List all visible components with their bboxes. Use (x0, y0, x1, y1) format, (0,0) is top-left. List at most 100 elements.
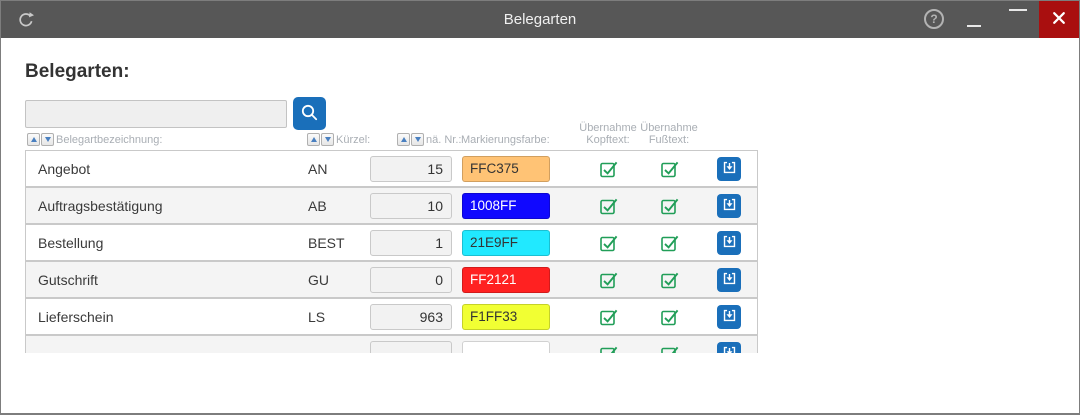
content-area: Belegarten: Belegartbezeichnung: (1, 38, 1079, 413)
search-icon (300, 103, 319, 125)
row-name: Bestellung (38, 234, 104, 251)
table-row: Gutschrift GU (25, 261, 758, 298)
kopftext-checkbox[interactable] (599, 307, 619, 327)
fusstext-checkbox[interactable] (660, 344, 680, 353)
fusstext-cell (652, 307, 688, 327)
sort-desc-icon[interactable] (41, 133, 54, 146)
kopftext-checkbox[interactable] (599, 344, 619, 353)
table-row (25, 335, 758, 353)
kopftext-cell (566, 196, 652, 216)
page-title: Belegarten: (25, 61, 130, 82)
color-code-input[interactable] (462, 266, 550, 293)
color-cell (454, 303, 566, 330)
sort-asc-icon[interactable] (397, 133, 410, 146)
color-cell (454, 192, 566, 219)
apply-row-button[interactable] (717, 156, 741, 181)
header-uebernahme-kopftext: Übernahme Kopftext: (579, 122, 637, 146)
fusstext-checkbox[interactable] (660, 270, 680, 290)
search-input[interactable] (25, 100, 287, 128)
fusstext-checkbox[interactable] (660, 196, 680, 216)
close-button[interactable] (1039, 1, 1079, 38)
color-code-input[interactable] (462, 192, 550, 219)
search-button[interactable] (293, 97, 326, 130)
color-cell (454, 155, 566, 182)
next-number-input[interactable] (370, 192, 452, 219)
table-header: Belegartbezeichnung: Kürzel: nä. Nr.: Ma… (25, 122, 758, 148)
fusstext-cell (652, 270, 688, 290)
table-row: Auftragsbestätigung AB (25, 187, 758, 224)
color-cell (454, 229, 566, 256)
fusstext-checkbox[interactable] (660, 159, 680, 179)
apply-row-button[interactable] (717, 230, 741, 255)
header-naechste-nr: nä. Nr.: (426, 133, 462, 146)
sort-asc-icon[interactable] (307, 133, 320, 146)
next-number-cell (368, 340, 454, 353)
window-title: Belegarten (503, 11, 577, 28)
next-number-input[interactable] (370, 266, 452, 293)
data-table: Angebot AN (25, 150, 758, 353)
fusstext-cell (652, 196, 688, 216)
table-row: Lieferschein LS (25, 298, 758, 335)
next-number-input[interactable] (370, 155, 452, 182)
next-number-cell (368, 192, 454, 219)
kopftext-cell (566, 344, 652, 353)
kopftext-cell (566, 233, 652, 253)
kopftext-checkbox[interactable] (599, 233, 619, 253)
maximize-icon[interactable] (1009, 9, 1027, 11)
row-code: GU (308, 271, 329, 288)
kopftext-cell (566, 159, 652, 179)
fusstext-checkbox[interactable] (660, 233, 680, 253)
row-code: LS (308, 308, 326, 325)
minimize-icon[interactable] (967, 25, 981, 27)
fusstext-cell (652, 233, 688, 253)
next-number-input[interactable] (370, 229, 452, 256)
kopftext-checkbox[interactable] (599, 270, 619, 290)
sort-asc-icon[interactable] (27, 133, 40, 146)
row-name: Angebot (38, 160, 91, 177)
apply-row-button[interactable] (717, 193, 741, 218)
header-belegartbezeichnung: Belegartbezeichnung: (56, 133, 163, 146)
titlebar: Belegarten ? (1, 1, 1079, 38)
action-cell (688, 230, 757, 255)
sort-buttons-code (307, 133, 334, 146)
sort-desc-icon[interactable] (411, 133, 424, 146)
kopftext-checkbox[interactable] (599, 159, 619, 179)
apply-row-button[interactable] (717, 304, 741, 329)
row-code: BEST (308, 234, 345, 251)
help-icon[interactable]: ? (924, 9, 944, 29)
import-down-arrow-icon (722, 345, 737, 353)
next-number-input[interactable] (370, 303, 452, 330)
help-glyph: ? (930, 12, 938, 26)
sort-buttons-name (27, 133, 54, 146)
import-down-arrow-icon (722, 271, 737, 289)
kopftext-checkbox[interactable] (599, 196, 619, 216)
row-name: Lieferschein (38, 308, 114, 325)
close-icon (1051, 10, 1067, 29)
header-markierungsfarbe: Markierungsfarbe: (461, 134, 550, 146)
apply-row-button[interactable] (717, 267, 741, 292)
sort-desc-icon[interactable] (321, 133, 334, 146)
action-cell (688, 267, 757, 292)
sort-buttons-nr (397, 133, 424, 146)
next-number-cell (368, 229, 454, 256)
import-down-arrow-icon (722, 197, 737, 215)
color-code-input[interactable] (462, 303, 550, 330)
import-down-arrow-icon (722, 308, 737, 326)
import-down-arrow-icon (722, 160, 737, 178)
next-number-input[interactable] (370, 340, 452, 353)
kopftext-cell (566, 270, 652, 290)
action-cell (688, 193, 757, 218)
color-code-input[interactable] (462, 155, 550, 182)
next-number-cell (368, 303, 454, 330)
row-name: Gutschrift (38, 271, 98, 288)
apply-row-button[interactable] (717, 341, 741, 353)
action-cell (688, 156, 757, 181)
color-code-input[interactable] (462, 229, 550, 256)
color-code-input[interactable] (462, 340, 550, 353)
fusstext-checkbox[interactable] (660, 307, 680, 327)
row-name: Auftragsbestätigung (38, 197, 163, 214)
row-code: AB (308, 197, 327, 214)
next-number-cell (368, 155, 454, 182)
refresh-icon[interactable] (17, 11, 35, 29)
